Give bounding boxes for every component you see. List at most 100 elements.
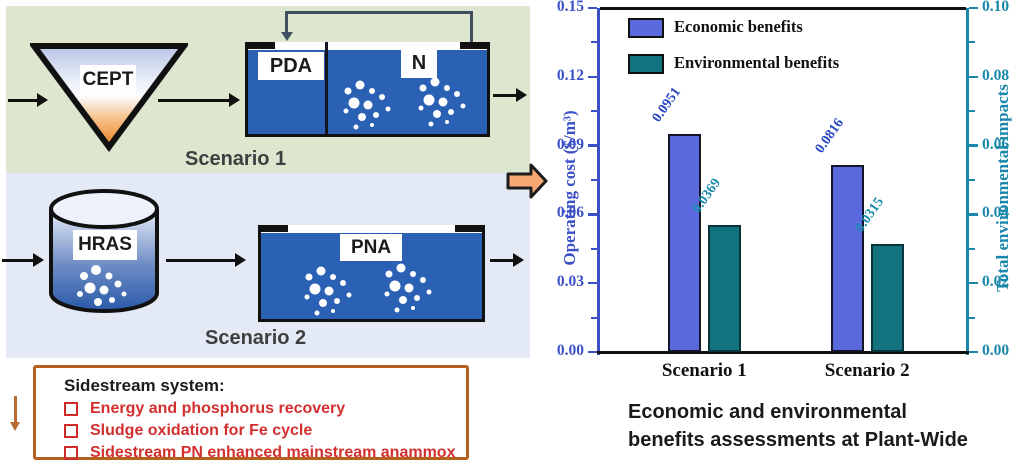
- x-axis-category-label: Scenario 1: [661, 360, 747, 381]
- caption-line: Economic and environmental: [628, 401, 907, 423]
- pda-n-tank: PDA N: [245, 42, 490, 137]
- legend-swatch: [628, 18, 664, 38]
- bubbles-icon: [418, 77, 466, 127]
- tank-open-top: [261, 225, 482, 233]
- block-arrow-icon: [506, 163, 548, 199]
- list-item: Sludge oxidation for Fe cycle: [64, 422, 466, 440]
- pna-tank: PNA: [258, 225, 485, 322]
- bubbles-icon: [343, 80, 391, 130]
- y-axis-minor-tick: [591, 110, 597, 113]
- bar-environmental: [870, 243, 904, 352]
- right-axis-line: [966, 8, 969, 355]
- y-axis-tick-label: 0.03: [556, 273, 584, 291]
- square-bullet-icon: [64, 424, 78, 438]
- y-axis-tick: [969, 281, 978, 285]
- y-axis-tick: [969, 213, 978, 216]
- tank-open-top: [248, 42, 487, 50]
- y-axis-minor-tick: [591, 316, 597, 319]
- cept-funnel-icon: [30, 43, 188, 152]
- y-axis-tick-label: 0.06: [982, 135, 1010, 153]
- y-axis-tick-label: 0.12: [556, 66, 584, 84]
- legend-label: Economic benefits: [674, 17, 803, 36]
- y-axis-tick: [969, 144, 978, 147]
- sidestream-item-text: Sludge oxidation for Fe cycle: [90, 422, 313, 439]
- bar-economic: [667, 133, 701, 352]
- bar-economic: [830, 164, 864, 352]
- scenario2-mid-arrow-icon: [166, 253, 246, 267]
- scenario1-label: Scenario 1: [185, 148, 287, 170]
- x-axis-category-label: Scenario 2: [824, 360, 910, 381]
- y-axis-minor-tick: [591, 41, 597, 44]
- scenario1-inflow-arrow-icon: [8, 93, 48, 107]
- pda-label: PDA: [258, 52, 324, 80]
- sidestream-item-text: Sidestream PN enhanced mainstream anammo…: [90, 444, 456, 461]
- left-axis-title: Operating cost ($/m³): [560, 110, 579, 266]
- y-axis-tick-label: 0.09: [556, 135, 584, 153]
- sidestream-title: Sidestream system:: [64, 376, 225, 395]
- scenario2-label: Scenario 2: [205, 327, 307, 349]
- square-bullet-icon: [64, 446, 78, 460]
- bar-value-label: 0.0951: [649, 84, 685, 126]
- bar-environmental: [707, 225, 741, 352]
- y-axis-tick: [969, 75, 978, 79]
- y-axis-tick: [588, 350, 597, 354]
- left-axis-line: [597, 8, 600, 355]
- n-label: N: [401, 48, 437, 78]
- y-axis-tick: [588, 6, 597, 10]
- caption-line: benefits assessments at Plant-Wide: [628, 429, 968, 451]
- list-item: Sidestream PN enhanced mainstream anammo…: [64, 444, 466, 462]
- scenario1-outflow-arrow-icon: [493, 88, 527, 102]
- recycle-pipe-left: [285, 11, 288, 33]
- y-axis-minor-tick: [969, 179, 975, 181]
- recycle-arrowhead-icon: [280, 32, 293, 41]
- bubbles-icon: [304, 266, 352, 316]
- y-axis-tick: [969, 6, 978, 10]
- top-axis-line: [600, 7, 966, 10]
- pna-label: PNA: [340, 234, 402, 261]
- down-arrow-icon: [10, 396, 20, 431]
- hras-cylinder-icon: [49, 189, 159, 313]
- sidestream-item-text: Energy and phosphorus recovery: [90, 400, 346, 417]
- bar-chart: Operating cost ($/m³) Total environmenta…: [557, 0, 1026, 467]
- scenario2-inflow-arrow-icon: [2, 253, 44, 267]
- y-axis-minor-tick: [969, 41, 975, 44]
- y-axis-minor-tick: [969, 247, 975, 250]
- tank-corner-bracket: [460, 42, 490, 49]
- y-axis-minor-tick: [969, 316, 975, 319]
- bubbles-icon: [384, 263, 432, 313]
- chart-caption: Economic and environmental benefits asse…: [628, 398, 1008, 454]
- right-axis-title: Total environmental impacts: [993, 84, 1012, 292]
- legend-swatch: [628, 54, 664, 74]
- y-axis-tick: [588, 144, 597, 147]
- y-axis-tick-label: 0.02: [982, 273, 1010, 291]
- list-item: Energy and phosphorus recovery: [64, 400, 466, 418]
- recycle-pipe-horizontal: [285, 11, 473, 14]
- y-axis-tick-label: 0.04: [982, 204, 1010, 222]
- tank-corner-bracket: [258, 225, 288, 232]
- bottom-axis-line: [597, 351, 969, 354]
- y-axis-minor-tick: [591, 247, 597, 250]
- cept-label: CEPT: [80, 65, 136, 95]
- scenario2-outflow-arrow-icon: [490, 253, 524, 267]
- y-axis-minor-tick: [591, 179, 597, 181]
- y-axis-tick-label: 0.08: [982, 66, 1010, 84]
- y-axis-tick-label: 0.00: [556, 342, 584, 359]
- recycle-pipe-right: [470, 11, 473, 42]
- y-axis-tick-label: 0.06: [556, 204, 584, 222]
- hras-label: HRAS: [73, 230, 137, 260]
- y-axis-tick-label: 0.15: [556, 0, 584, 15]
- sidestream-box: Sidestream system: Energy and phosphorus…: [33, 365, 469, 462]
- scenario1-mid-arrow-icon: [158, 93, 240, 107]
- y-axis-minor-tick: [969, 110, 975, 113]
- y-axis-tick: [588, 213, 597, 216]
- y-axis-tick: [969, 350, 978, 354]
- tank-corner-bracket: [455, 225, 485, 232]
- y-axis-tick: [588, 75, 597, 79]
- y-axis-tick: [588, 281, 597, 285]
- bar-value-label: 0.0816: [812, 115, 848, 156]
- y-axis-tick-label: 0.00: [982, 342, 1010, 359]
- y-axis-tick-label: 0.10: [982, 0, 1010, 15]
- legend-label: Environmental benefits: [674, 53, 840, 72]
- tank-corner-bracket: [245, 42, 275, 49]
